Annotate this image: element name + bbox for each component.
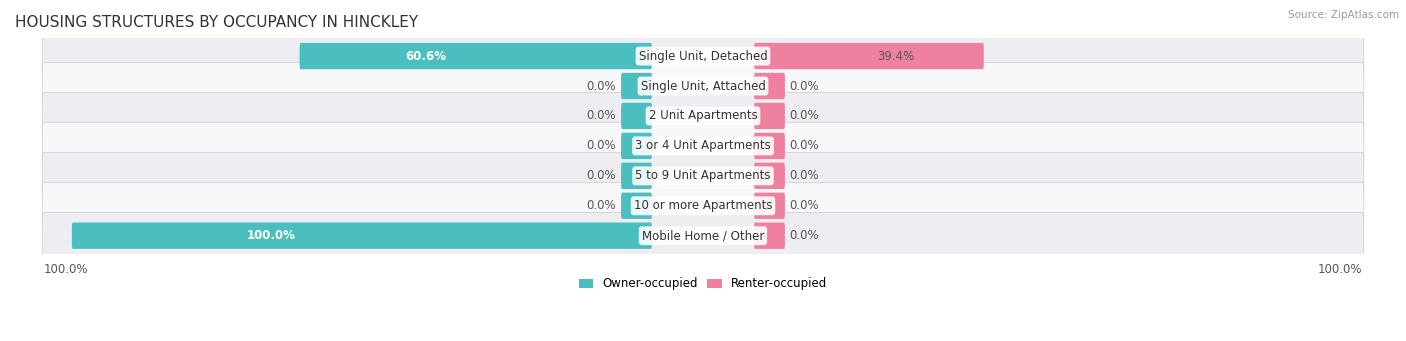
Text: 0.0%: 0.0% [586, 139, 616, 152]
Text: 0.0%: 0.0% [790, 169, 820, 182]
Text: 0.0%: 0.0% [586, 109, 616, 122]
FancyBboxPatch shape [754, 133, 785, 159]
Text: Mobile Home / Other: Mobile Home / Other [641, 229, 765, 242]
FancyBboxPatch shape [621, 193, 652, 219]
Text: 100.0%: 100.0% [246, 229, 295, 242]
FancyBboxPatch shape [42, 152, 1364, 199]
FancyBboxPatch shape [72, 223, 652, 249]
FancyBboxPatch shape [754, 73, 785, 99]
Text: 2 Unit Apartments: 2 Unit Apartments [648, 109, 758, 122]
Text: 0.0%: 0.0% [790, 199, 820, 212]
Text: 100.0%: 100.0% [1317, 263, 1362, 276]
FancyBboxPatch shape [42, 63, 1364, 109]
FancyBboxPatch shape [42, 182, 1364, 229]
Text: Source: ZipAtlas.com: Source: ZipAtlas.com [1288, 10, 1399, 20]
Text: 0.0%: 0.0% [790, 139, 820, 152]
FancyBboxPatch shape [621, 73, 652, 99]
Text: 0.0%: 0.0% [586, 79, 616, 92]
FancyBboxPatch shape [754, 193, 785, 219]
Text: 0.0%: 0.0% [790, 229, 820, 242]
Text: 0.0%: 0.0% [790, 109, 820, 122]
FancyBboxPatch shape [621, 163, 652, 189]
Text: 100.0%: 100.0% [44, 263, 89, 276]
Text: 10 or more Apartments: 10 or more Apartments [634, 199, 772, 212]
Text: 3 or 4 Unit Apartments: 3 or 4 Unit Apartments [636, 139, 770, 152]
FancyBboxPatch shape [754, 103, 785, 129]
FancyBboxPatch shape [754, 163, 785, 189]
Text: 0.0%: 0.0% [586, 199, 616, 212]
Text: 39.4%: 39.4% [877, 49, 914, 63]
FancyBboxPatch shape [754, 223, 785, 249]
Text: Single Unit, Detached: Single Unit, Detached [638, 49, 768, 63]
FancyBboxPatch shape [42, 33, 1364, 79]
Text: HOUSING STRUCTURES BY OCCUPANCY IN HINCKLEY: HOUSING STRUCTURES BY OCCUPANCY IN HINCK… [15, 15, 418, 30]
Text: 5 to 9 Unit Apartments: 5 to 9 Unit Apartments [636, 169, 770, 182]
Text: 0.0%: 0.0% [586, 169, 616, 182]
Text: 60.6%: 60.6% [406, 49, 447, 63]
FancyBboxPatch shape [621, 133, 652, 159]
FancyBboxPatch shape [621, 103, 652, 129]
Text: 0.0%: 0.0% [790, 79, 820, 92]
FancyBboxPatch shape [754, 43, 984, 69]
FancyBboxPatch shape [42, 122, 1364, 169]
FancyBboxPatch shape [42, 93, 1364, 139]
Legend: Owner-occupied, Renter-occupied: Owner-occupied, Renter-occupied [574, 273, 832, 295]
FancyBboxPatch shape [299, 43, 652, 69]
FancyBboxPatch shape [42, 212, 1364, 259]
Text: Single Unit, Attached: Single Unit, Attached [641, 79, 765, 92]
